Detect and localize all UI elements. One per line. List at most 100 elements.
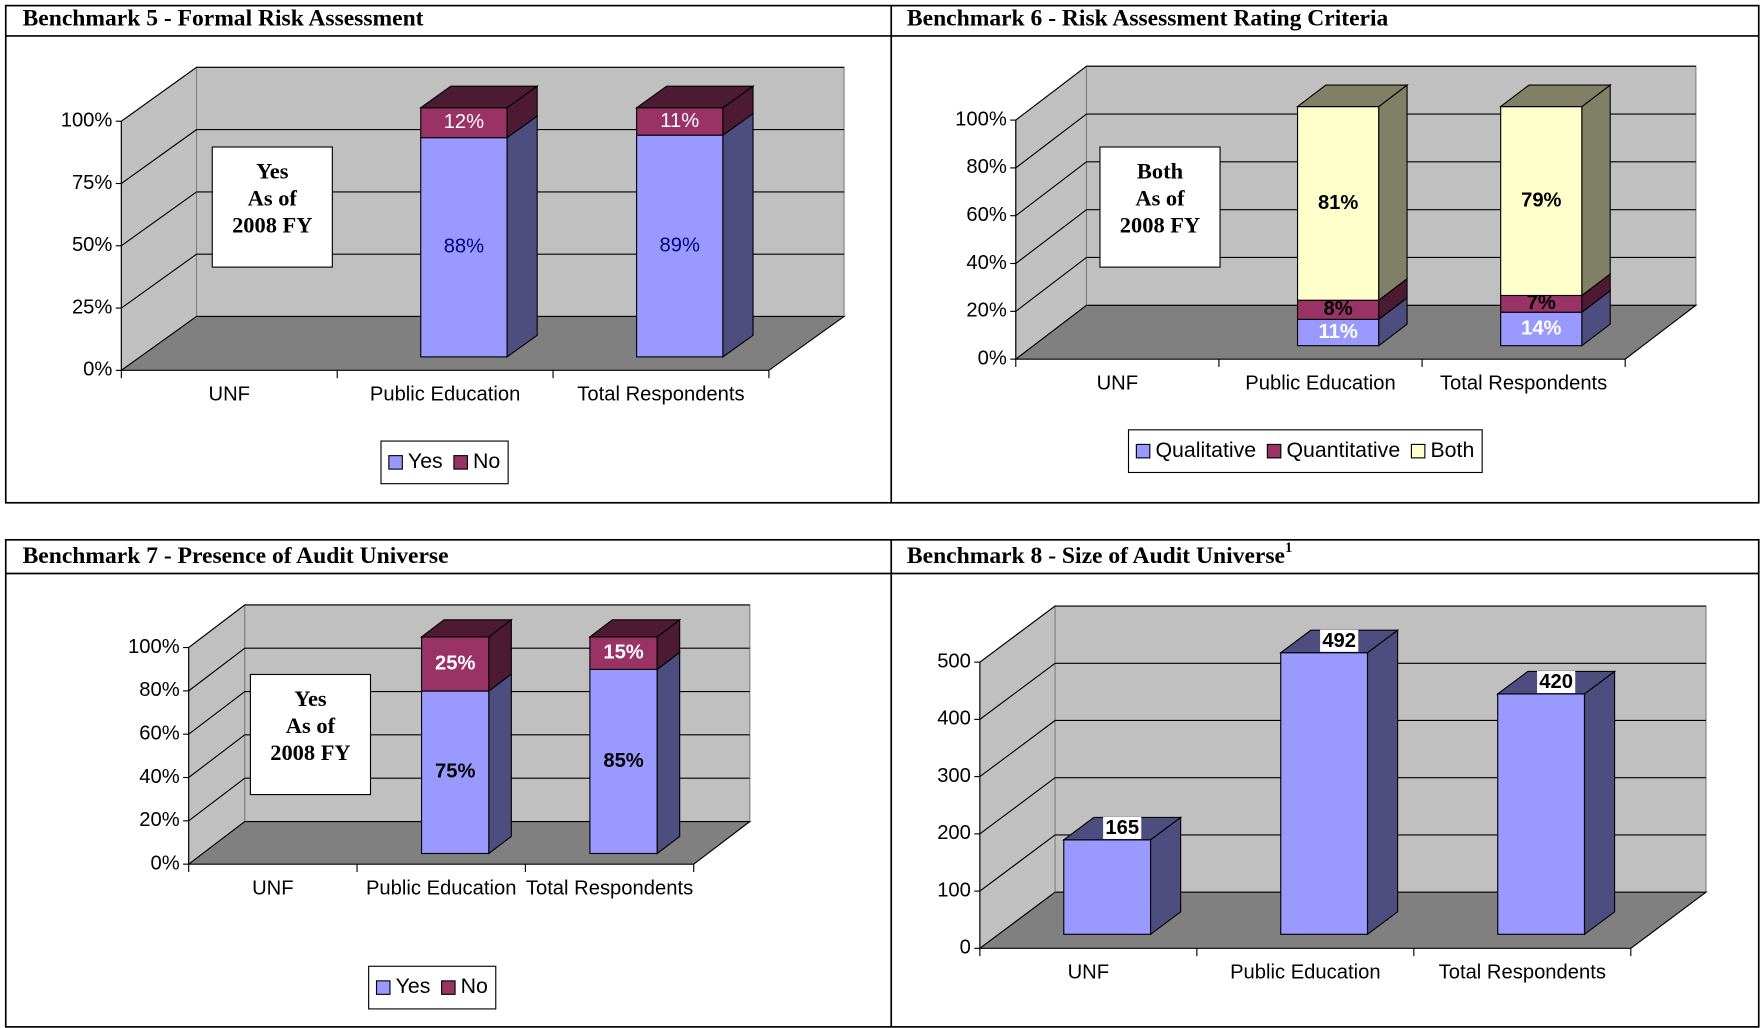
bar-side	[1378, 83, 1408, 302]
y-tick-label: 100%	[955, 108, 1007, 130]
legend-swatch	[441, 980, 456, 995]
x-tick-label-box: Total Respondents	[1439, 371, 1608, 394]
grid-line	[979, 777, 1706, 835]
y-tick-label: 200	[937, 822, 971, 844]
y-tick-label: 300	[937, 765, 971, 787]
y-tick-label: 75%	[72, 172, 112, 194]
title-footnote: 1	[1285, 540, 1292, 556]
legend-label: Quantitative	[1286, 438, 1400, 462]
y-tick-label: 40%	[139, 766, 179, 788]
bar-side	[656, 651, 681, 855]
value-label: 8%	[1324, 298, 1353, 320]
bar-side	[1583, 670, 1616, 936]
x-tick-label: Total Respondents	[1439, 371, 1608, 394]
bar-front	[636, 134, 724, 358]
annotation-box	[211, 146, 333, 268]
title-text: Benchmark 8 - Size of Audit Universe	[907, 543, 1285, 569]
value-label: 89%	[660, 234, 700, 256]
x-tick-label-box: UNF	[1068, 961, 1110, 983]
x-tick-label: UNF	[208, 382, 251, 406]
x-tick-label-box: Total Respondents	[1438, 960, 1606, 984]
x-tick-label-box: Public Education	[1245, 371, 1396, 394]
grid-line	[1015, 65, 1696, 121]
value-label: 79%	[1521, 189, 1561, 211]
bar-front	[589, 668, 658, 855]
legend: Yes No	[368, 965, 497, 1010]
bar-side	[1581, 83, 1611, 297]
y-tick-label: 100	[937, 879, 971, 901]
y-tick-label: 100%	[61, 110, 113, 132]
grid-line	[121, 66, 845, 122]
grid-line	[188, 647, 750, 692]
value-label: 11%	[660, 110, 699, 132]
y-tick-label: 100%	[128, 636, 180, 658]
annotation-text: As of	[248, 185, 298, 210]
grid-line	[121, 191, 845, 247]
x-tick-label: Public Education	[369, 382, 521, 406]
legend-swatch	[453, 455, 468, 470]
x-tick-label: Total Respondents	[577, 382, 745, 406]
y-tick-label: 60%	[139, 723, 179, 745]
legend-label: Qualitative	[1155, 438, 1256, 462]
grid-line	[1015, 161, 1696, 217]
bar-front	[1500, 106, 1583, 297]
value-label: 81%	[1318, 192, 1358, 214]
panel-frame	[4, 538, 1760, 1028]
bar-front	[1296, 106, 1380, 301]
y-tick-label: 0%	[978, 347, 1007, 369]
bar-top	[419, 619, 513, 638]
value-label: 25%	[435, 652, 475, 674]
side-wall	[188, 603, 246, 866]
bar-front	[636, 107, 724, 136]
annotation-text: Yes	[294, 686, 327, 711]
grid-line	[979, 662, 1706, 720]
legend-label: Yes	[396, 974, 431, 998]
value-label: 165	[1105, 817, 1139, 839]
grid-line	[188, 777, 750, 822]
x-tick-label: Total Respondents	[1438, 960, 1606, 984]
value-label-bg	[1103, 816, 1142, 839]
x-tick-label-box: Total Respondents	[525, 876, 694, 899]
x-tick-label-box: UNF	[1096, 371, 1139, 394]
value-label: 12%	[444, 111, 484, 133]
legend: Qualitative Quantitative Both	[1127, 429, 1483, 474]
value-label: 7%	[1527, 292, 1556, 314]
legend-label: No	[461, 974, 488, 998]
legend-swatch	[1135, 443, 1151, 459]
bar-front	[1280, 652, 1369, 935]
bar-side	[506, 114, 538, 358]
annotation-text: As of	[1135, 185, 1185, 210]
x-tick-label: Public Education	[1245, 371, 1396, 394]
y-tick-label: 25%	[72, 296, 112, 318]
value-label-bg	[1320, 629, 1359, 652]
bar-side	[1366, 629, 1399, 936]
bar-top	[419, 85, 539, 109]
bar-top	[588, 619, 682, 638]
bar-side	[722, 112, 754, 358]
grid-line	[979, 719, 1706, 778]
y-tick-label: 20%	[139, 809, 179, 831]
annotation-text: Both	[1137, 159, 1184, 184]
grid-line	[188, 734, 750, 778]
y-tick-label: 0%	[151, 852, 180, 874]
grid-line	[1015, 256, 1696, 312]
x-tick-label: UNF	[1096, 371, 1139, 394]
chart-title: Benchmark 8 - Size of Audit Universe1	[907, 540, 1292, 569]
grid-line	[979, 834, 1706, 892]
x-tick-label-box: UNF	[208, 382, 251, 406]
chart-title: Benchmark 5 - Formal Risk Assessment	[23, 6, 424, 32]
legend: Yes No	[380, 440, 509, 485]
legend-label: Yes	[408, 449, 443, 473]
y-tick-label: 80%	[966, 156, 1006, 178]
x-tick-label: Total Respondents	[525, 876, 694, 899]
bar-front	[1497, 693, 1586, 935]
value-label: 88%	[444, 236, 484, 258]
annotation-text: 2008 FY	[1120, 212, 1200, 237]
x-tick-label: UNF	[252, 876, 294, 899]
x-tick-label-box: Public Education	[369, 382, 521, 406]
x-tick-label-box: Public Education	[1230, 961, 1380, 983]
bar-front	[420, 690, 490, 855]
value-label: 85%	[603, 750, 643, 772]
y-tick-label: 0%	[83, 359, 112, 381]
